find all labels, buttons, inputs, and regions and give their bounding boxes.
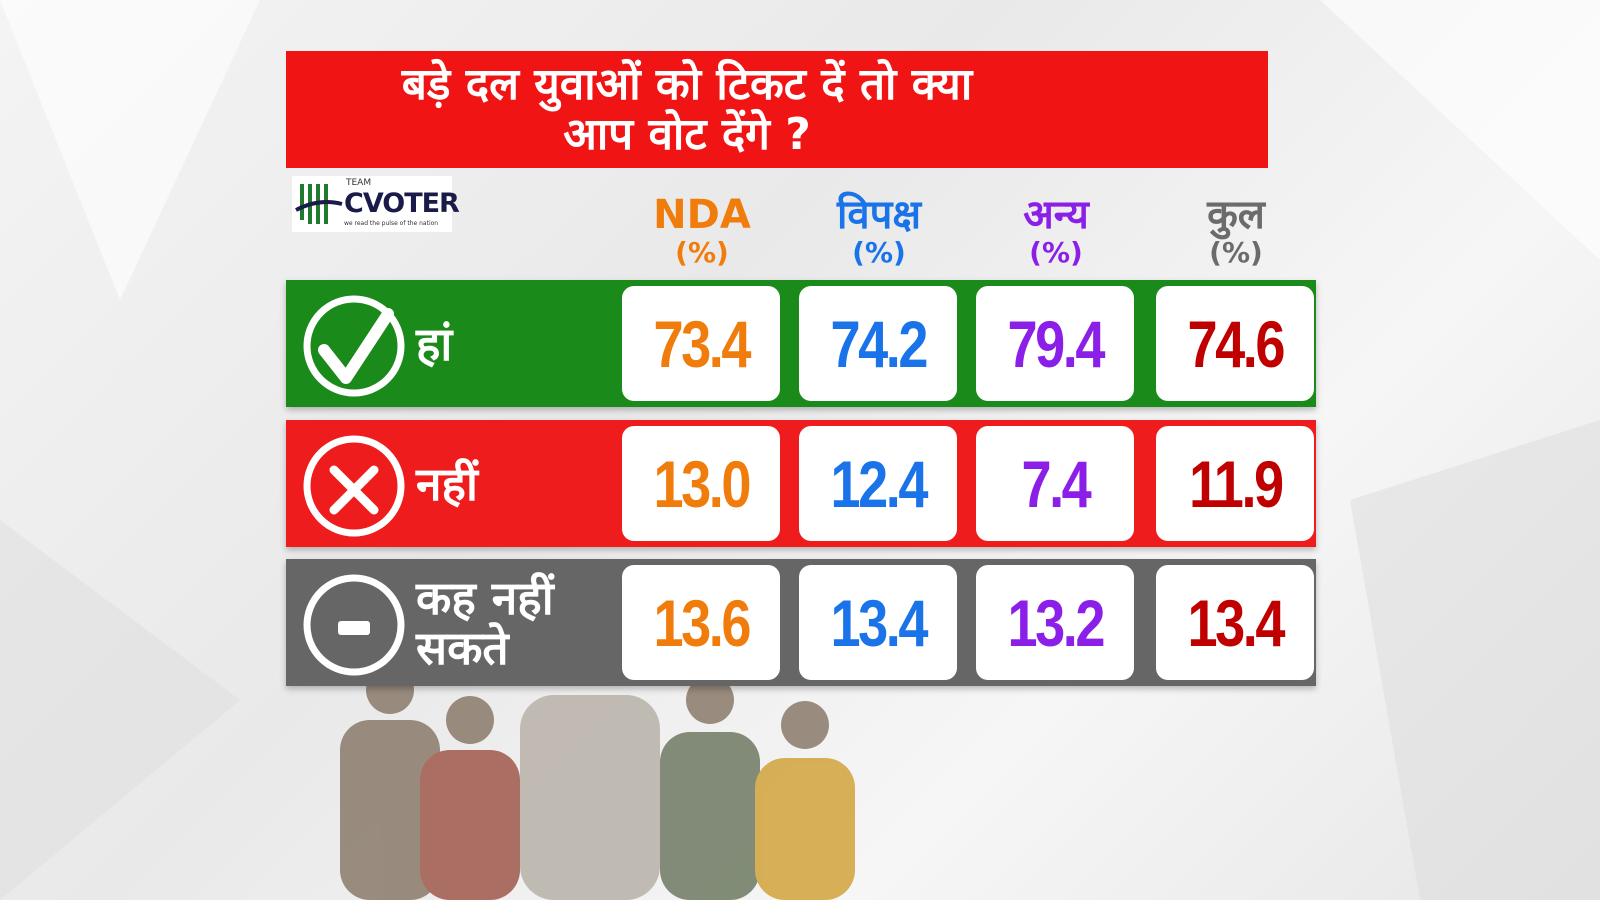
value-text: 13.2 <box>1007 585 1105 660</box>
logo: TEAM CVOTER we read the pulse of the nat… <box>292 176 460 232</box>
column-header: कुल (%) <box>1156 192 1316 268</box>
column-unit: (%) <box>1029 236 1083 269</box>
value-text: 74.6 <box>1187 306 1285 381</box>
value-text: 7.4 <box>1021 446 1091 521</box>
row-label-line: हां <box>416 316 453 371</box>
value-cell: 13.2 <box>976 565 1134 680</box>
row-label-line: कह नहीं <box>416 570 554 625</box>
column-name: अन्य <box>1023 192 1089 238</box>
column-name: विपक्ष <box>837 192 921 238</box>
row-icon <box>303 435 405 537</box>
value-text: 12.4 <box>830 446 928 521</box>
column-unit: (%) <box>852 236 906 269</box>
column-unit: (%) <box>675 236 729 269</box>
value-cell: 13.4 <box>799 565 957 680</box>
title-box: बड़े दल युवाओं को टिकट दें तो क्या आप वोट… <box>286 51 1268 168</box>
value-cell: 74.2 <box>799 286 957 401</box>
row-icon <box>303 574 405 676</box>
logo-tagline: we read the pulse of the nation <box>344 220 439 227</box>
row-label: हां <box>416 280 452 407</box>
column-unit: (%) <box>1209 236 1263 269</box>
column-name: कुल <box>1207 192 1265 238</box>
column-header: विपक्ष (%) <box>799 192 959 268</box>
value-text: 73.4 <box>653 306 751 381</box>
row-label-line: सकते <box>416 620 509 675</box>
value-cell: 12.4 <box>799 426 957 541</box>
column-header: NDA (%) <box>622 192 782 268</box>
value-cell: 73.4 <box>622 286 780 401</box>
value-cell: 13.0 <box>622 426 780 541</box>
table-row: नहीं 13.0 12.4 7.4 11.9 <box>286 420 1316 547</box>
column-header: अन्य (%) <box>976 192 1136 268</box>
row-icon <box>303 295 405 397</box>
value-text: 74.2 <box>830 306 928 381</box>
logo-mark <box>295 184 343 224</box>
row-label: नहीं <box>416 420 478 547</box>
value-cell: 13.4 <box>1156 565 1314 680</box>
row-label: कह नहीं सकते <box>416 559 554 686</box>
column-name: NDA <box>653 192 751 238</box>
title-line: आप वोट देंगे ? <box>563 108 811 160</box>
table-row: हां 73.4 74.2 79.4 74.6 <box>286 280 1316 407</box>
title-line: बड़े दल युवाओं को टिकट दें तो क्या <box>401 58 973 110</box>
value-cell: 7.4 <box>976 426 1134 541</box>
value-text: 13.6 <box>653 585 751 660</box>
value-text: 13.0 <box>653 446 751 521</box>
value-cell: 74.6 <box>1156 286 1314 401</box>
value-text: 79.4 <box>1007 306 1105 381</box>
people-illustration <box>340 640 855 900</box>
value-text: 13.4 <box>1187 585 1285 660</box>
table-row: कह नहीं सकते 13.6 13.4 13.2 13.4 <box>286 559 1316 686</box>
logo-name: CVOTER <box>344 188 460 219</box>
value-cell: 11.9 <box>1156 426 1314 541</box>
value-text: 11.9 <box>1188 446 1284 521</box>
logo-top: TEAM <box>346 178 372 188</box>
row-label-line: नहीं <box>416 456 478 511</box>
value-cell: 79.4 <box>976 286 1134 401</box>
value-cell: 13.6 <box>622 565 780 680</box>
value-text: 13.4 <box>830 585 928 660</box>
